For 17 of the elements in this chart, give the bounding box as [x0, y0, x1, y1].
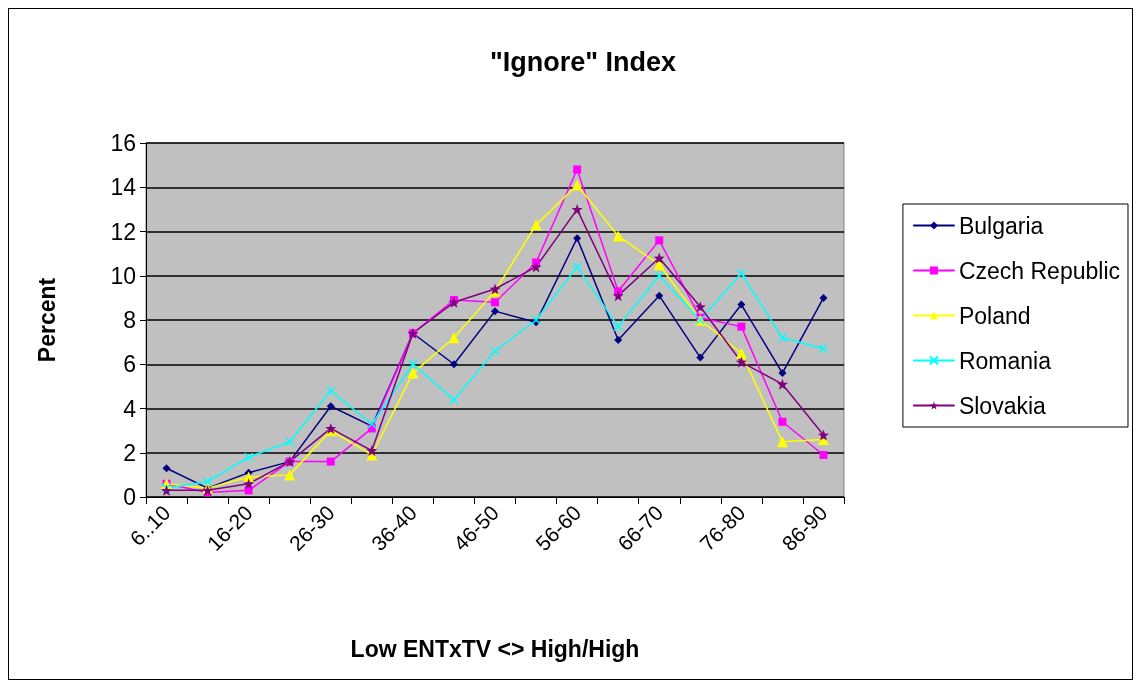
y-tick-label: 16: [110, 130, 136, 156]
legend-label: Bulgaria: [958, 212, 1044, 239]
legend-label: Poland: [958, 302, 1031, 329]
y-tick-label: 10: [110, 262, 136, 289]
y-tick-label: 12: [110, 218, 136, 245]
y-axis-title: Percent: [33, 277, 60, 363]
x-axis-title: Low ENTxTV <> High/High: [350, 635, 640, 662]
legend-label: Slovakia: [958, 392, 1047, 419]
y-tick-label: 8: [123, 307, 136, 333]
y-tick-label: 2: [123, 439, 136, 466]
y-tick-label: 6: [123, 351, 136, 378]
y-tick-label: 14: [110, 174, 137, 201]
legend-label: Czech Republic: [958, 257, 1121, 284]
y-tick-label: 4: [123, 395, 137, 422]
legend-label: Romania: [958, 347, 1052, 374]
y-tick-label: 0: [123, 484, 136, 510]
chart-title: "Ignore" Index: [489, 46, 677, 77]
